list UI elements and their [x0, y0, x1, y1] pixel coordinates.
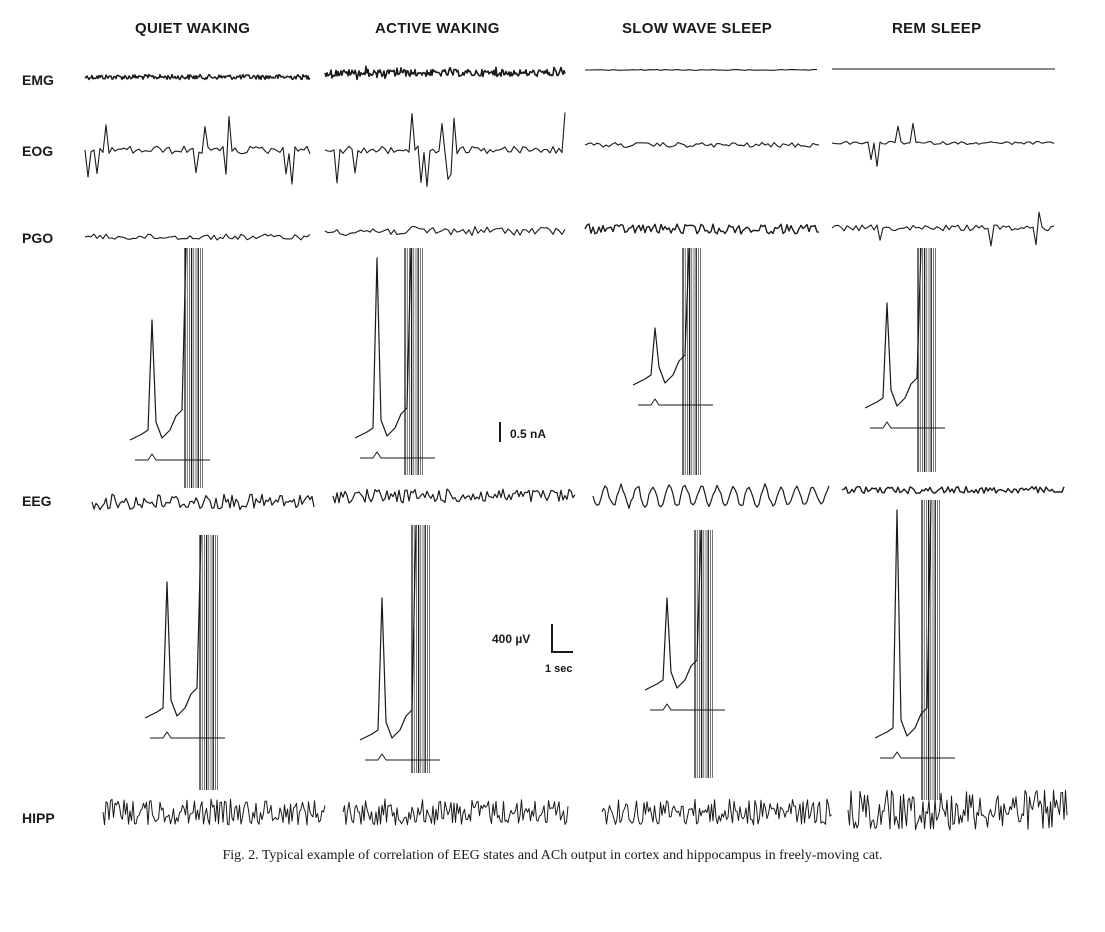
eeg-trace-rem-sleep [841, 485, 1065, 495]
ach-marker-cortex-rem-sleep [870, 421, 945, 429]
ach-trace-cortex-slow-wave-sleep [632, 247, 690, 386]
eog-trace-active-waking [324, 112, 566, 188]
eeg-trace-active-waking [332, 488, 576, 504]
column-title-slow-wave-sleep: SLOW WAVE SLEEP [622, 20, 773, 37]
ach-marker-hipp-slow-wave-sleep [650, 703, 725, 711]
row-label-eog: EOG [22, 143, 54, 159]
pgo-trace-rem-sleep [831, 211, 1055, 247]
ach-marker-cortex-quiet-waking [135, 453, 210, 461]
ach-trace-hipp-quiet-waking [144, 534, 202, 719]
pgo-trace-active-waking [324, 225, 566, 237]
ach-marker-hipp-active-waking [365, 753, 440, 761]
row-label-hipp: HIPP [22, 810, 55, 826]
ach-marker-cortex-active-waking [360, 451, 435, 459]
ach-trace-cortex-active-waking [354, 247, 412, 439]
voltage-time-scale-bar [551, 624, 573, 653]
column-title-rem-sleep: REM SLEEP [892, 20, 982, 37]
eog-trace-rem-sleep [831, 122, 1055, 167]
row-label-pgo: PGO [22, 230, 54, 246]
column-title-active-waking: ACTIVE WAKING [375, 20, 500, 37]
eog-trace-quiet-waking [84, 115, 311, 185]
hipp-trace-slow-wave-sleep [601, 798, 832, 826]
ach-trace-hipp-slow-wave-sleep [644, 529, 702, 691]
voltage-scale-label: 400 µV [492, 632, 531, 646]
figure-caption: Fig. 2. Typical example of correlation o… [222, 848, 883, 863]
current-scale-bar [499, 422, 501, 442]
ach-trace-hipp-active-waking [359, 524, 417, 741]
time-scale-label: 1 sec [545, 663, 573, 675]
eeg-trace-slow-wave-sleep [592, 483, 830, 509]
emg-trace-quiet-waking [84, 73, 311, 81]
eeg-trace-quiet-waking [91, 493, 315, 511]
pgo-trace-quiet-waking [84, 233, 311, 241]
ach-marker-hipp-quiet-waking [150, 731, 225, 739]
ach-trace-cortex-rem-sleep [864, 247, 922, 409]
eog-trace-slow-wave-sleep [584, 141, 820, 148]
current-scale-label: 0.5 nA [510, 427, 547, 441]
column-title-quiet-waking: QUIET WAKING [135, 20, 251, 37]
hipp-trace-rem-sleep [847, 789, 1068, 831]
hipp-trace-quiet-waking [102, 798, 326, 826]
hipp-trace-active-waking [342, 798, 569, 826]
trace-panel [84, 65, 1068, 831]
pgo-trace-slow-wave-sleep [584, 223, 820, 235]
emg-trace-slow-wave-sleep [585, 69, 817, 71]
row-label-emg: EMG [22, 72, 54, 88]
ach-marker-hipp-rem-sleep [880, 751, 955, 759]
ach-trace-cortex-quiet-waking [129, 247, 187, 441]
row-label-eeg: EEG [22, 493, 52, 509]
ach-marker-cortex-slow-wave-sleep [638, 398, 713, 406]
emg-trace-active-waking [324, 65, 566, 81]
